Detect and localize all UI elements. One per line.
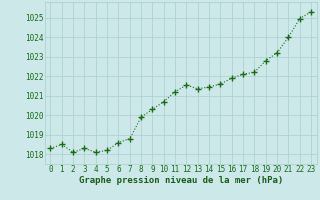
X-axis label: Graphe pression niveau de la mer (hPa): Graphe pression niveau de la mer (hPa) xyxy=(79,176,283,185)
